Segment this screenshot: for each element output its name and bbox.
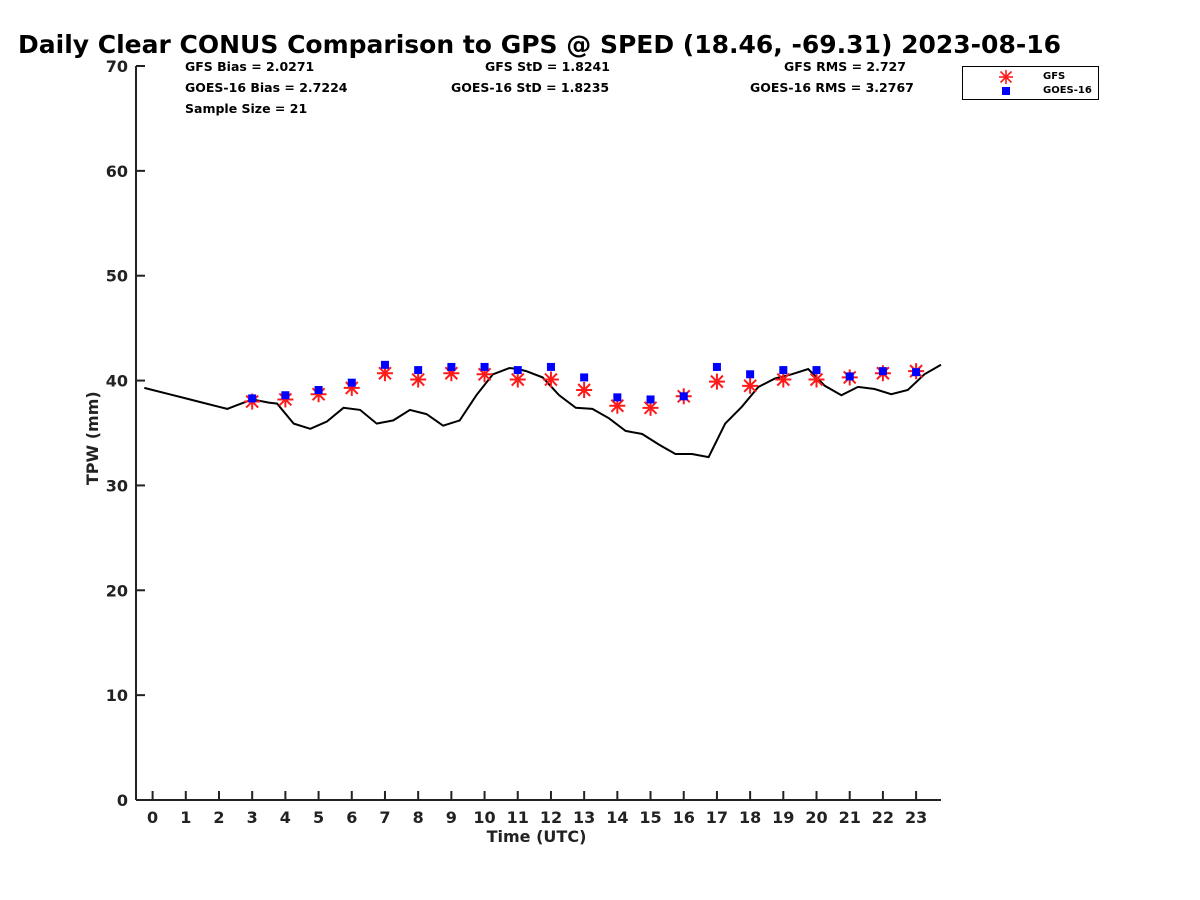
x-tick-label: 4 bbox=[280, 808, 291, 827]
y-axis-label: TPW (mm) bbox=[83, 391, 102, 485]
x-tick-label: 8 bbox=[413, 808, 424, 827]
goes16-point bbox=[679, 392, 688, 401]
x-tick-label: 21 bbox=[839, 808, 861, 827]
y-tick-label: 0 bbox=[117, 791, 128, 810]
y-tick-label: 20 bbox=[106, 581, 128, 600]
x-tick-label: 2 bbox=[213, 808, 224, 827]
goes16-point bbox=[447, 362, 456, 371]
legend-square-icon bbox=[1002, 87, 1010, 95]
goes-rms-stat: GOES-16 RMS = 3.2767 bbox=[750, 80, 914, 95]
goes16-point bbox=[878, 367, 887, 376]
x-tick-label: 22 bbox=[872, 808, 894, 827]
y-tick-label: 10 bbox=[106, 686, 128, 705]
gfs-std-stat: GFS StD = 1.8241 bbox=[485, 59, 610, 74]
x-tick-label: 5 bbox=[313, 808, 324, 827]
x-tick-label: 15 bbox=[639, 808, 661, 827]
legend-label-gfs: GFS bbox=[1043, 71, 1066, 82]
x-tick-label: 1 bbox=[180, 808, 191, 827]
chart-title: Daily Clear CONUS Comparison to GPS @ SP… bbox=[18, 30, 1062, 59]
legend-label-goes16: GOES-16 bbox=[1043, 85, 1092, 96]
x-tick-label: 9 bbox=[446, 808, 457, 827]
gfs-point-stroke bbox=[776, 372, 791, 387]
goes16-point bbox=[613, 393, 622, 402]
x-tick-label: 3 bbox=[247, 808, 258, 827]
gfs-point bbox=[742, 377, 759, 394]
gfs-point-stroke bbox=[809, 372, 824, 387]
x-tick-label: 10 bbox=[473, 808, 495, 827]
gfs-point-stroke bbox=[710, 374, 724, 389]
gfs-point bbox=[576, 382, 593, 399]
goes16-point bbox=[314, 386, 323, 395]
gfs-point-stroke bbox=[743, 379, 757, 393]
gfs-point-stroke bbox=[610, 399, 625, 413]
x-tick-label: 12 bbox=[540, 808, 562, 827]
legend-entry-goes16: GOES-16 bbox=[963, 84, 1098, 98]
x-tick-label: 7 bbox=[379, 808, 390, 827]
goes16-point bbox=[912, 368, 921, 377]
gfs-point-stroke bbox=[378, 366, 392, 380]
x-tick-label: 16 bbox=[673, 808, 695, 827]
goes16-point bbox=[546, 362, 555, 371]
y-tick-label: 40 bbox=[106, 372, 128, 391]
gfs-point bbox=[808, 371, 825, 388]
x-tick-label: 11 bbox=[507, 808, 529, 827]
gfs-point-stroke bbox=[544, 372, 558, 387]
goes16-point bbox=[414, 366, 423, 375]
gfs-point bbox=[708, 373, 725, 390]
goes16-point bbox=[347, 378, 356, 387]
y-tick-label: 30 bbox=[106, 476, 128, 495]
gfs-point-stroke bbox=[577, 383, 591, 397]
goes16-point bbox=[746, 370, 755, 379]
gfs-point-stroke bbox=[411, 372, 425, 387]
gfs-point bbox=[509, 371, 526, 388]
goes16-point bbox=[779, 366, 788, 375]
y-tick-label: 70 bbox=[106, 57, 128, 76]
legend: GFS GOES-16 bbox=[962, 66, 1099, 100]
gfs-point bbox=[775, 371, 792, 388]
goes16-point bbox=[646, 395, 655, 404]
x-tick-label: 19 bbox=[772, 808, 794, 827]
gfs-point-stroke bbox=[511, 372, 525, 387]
goes16-point bbox=[712, 362, 721, 371]
goes16-point bbox=[513, 366, 522, 375]
goes-bias-stat: GOES-16 Bias = 2.7224 bbox=[185, 80, 348, 95]
x-tick-label: 18 bbox=[739, 808, 761, 827]
y-tick-label: 60 bbox=[106, 162, 128, 181]
x-tick-label: 20 bbox=[805, 808, 827, 827]
x-axis-label: Time (UTC) bbox=[487, 827, 587, 846]
gfs-rms-stat: GFS RMS = 2.727 bbox=[784, 59, 906, 74]
gps-tpw-line bbox=[144, 363, 942, 459]
x-tick-label: 23 bbox=[905, 808, 927, 827]
goes16-point bbox=[248, 394, 257, 403]
gfs-point bbox=[542, 371, 559, 388]
x-tick-label: 6 bbox=[346, 808, 357, 827]
gfs-point-stroke bbox=[643, 401, 658, 415]
goes-std-stat: GOES-16 StD = 1.8235 bbox=[451, 80, 610, 95]
x-tick-label: 14 bbox=[606, 808, 628, 827]
x-tick-label: 13 bbox=[573, 808, 595, 827]
goes16-point bbox=[281, 391, 290, 400]
gfs-point bbox=[609, 397, 626, 414]
goes16-point bbox=[480, 362, 489, 371]
goes16-point bbox=[380, 360, 389, 369]
legend-entry-gfs: GFS bbox=[963, 70, 1098, 84]
x-tick-label: 17 bbox=[706, 808, 728, 827]
sample-size-stat: Sample Size = 21 bbox=[185, 101, 308, 116]
gfs-point bbox=[410, 371, 427, 388]
y-tick-label: 50 bbox=[106, 267, 128, 286]
goes16-point bbox=[580, 373, 589, 382]
gfs-bias-stat: GFS Bias = 2.0271 bbox=[185, 59, 315, 74]
goes16-point bbox=[812, 366, 821, 375]
goes16-point bbox=[845, 372, 854, 381]
x-tick-label: 0 bbox=[147, 808, 158, 827]
gfs-point bbox=[376, 365, 393, 382]
legend-asterisk-icon bbox=[999, 70, 1013, 84]
